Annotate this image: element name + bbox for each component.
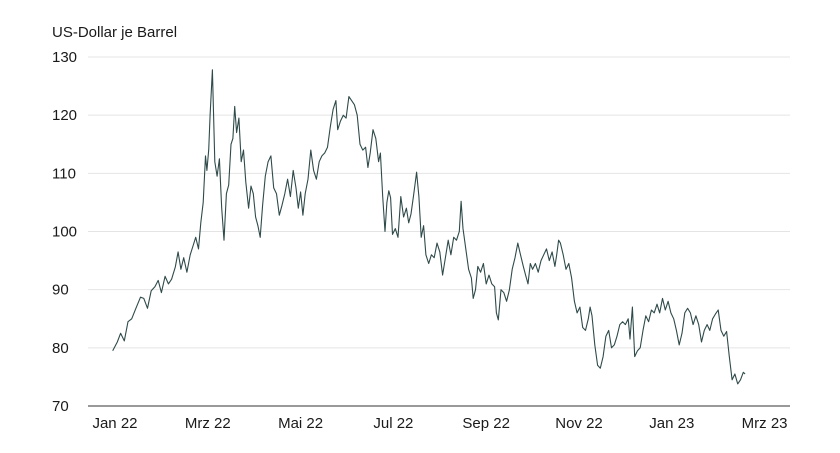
series-group: [112, 69, 746, 385]
y-tick-label-70: 70: [52, 398, 69, 415]
x-tick-label-mrz-23: Mrz 23: [742, 415, 788, 432]
y-tick-label-90: 90: [52, 282, 69, 299]
y-tick-label-100: 100: [52, 224, 77, 241]
y-tick-label-80: 80: [52, 340, 69, 357]
y-tick-label-110: 110: [52, 165, 76, 182]
y-axis-title: US-Dollar je Barrel: [52, 24, 177, 41]
y-axis-tick-labels: 70 80 90 100 110 120 130: [52, 49, 77, 415]
x-tick-label-mrz-22: Mrz 22: [185, 415, 231, 432]
x-tick-label-jul-22: Jul 22: [373, 415, 413, 432]
price-series-line: [112, 69, 746, 385]
x-tick-label-sep-22: Sep 22: [462, 415, 510, 432]
x-axis-tick-labels: Jan 22 Mrz 22 Mai 22 Jul 22 Sep 22 Nov 22 Jan …: [92, 415, 787, 432]
y-tick-label-120: 120: [52, 107, 77, 124]
x-tick-label-jan-23: Jan 23: [649, 415, 694, 432]
y-tick-label-130: 130: [52, 49, 77, 66]
x-tick-label-jan-22: Jan 22: [92, 415, 137, 432]
gridlines: [88, 56, 790, 349]
x-tick-label-nov-22: Nov 22: [555, 415, 603, 432]
x-tick-label-mai-22: Mai 22: [278, 415, 323, 432]
